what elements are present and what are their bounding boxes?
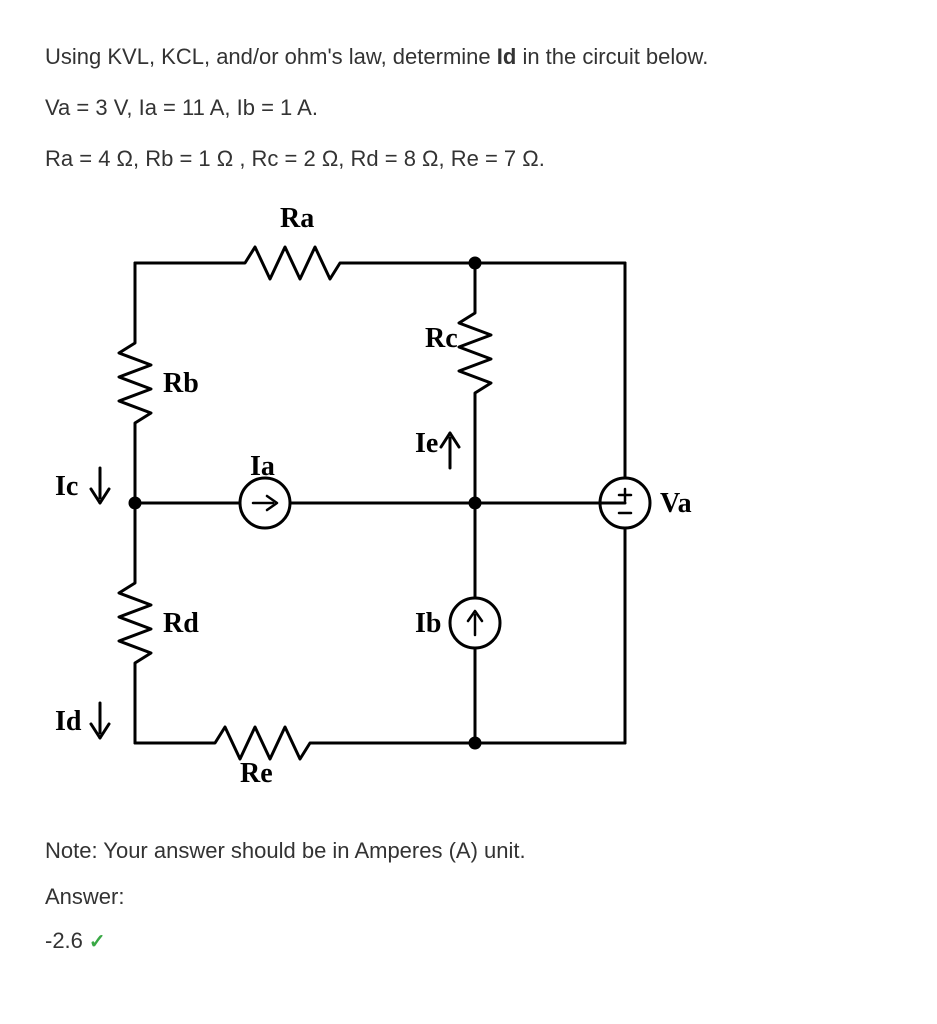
label-rb: Rb	[163, 368, 199, 400]
arrow-ic	[91, 468, 109, 503]
question-line-3: Ra = 4 Ω, Rb = 1 Ω , Rc = 2 Ω, Rd = 8 Ω,…	[45, 142, 897, 175]
label-ic: Ic	[55, 471, 78, 503]
checkmark-icon: ✓	[89, 929, 106, 954]
arrow-id	[91, 703, 109, 738]
label-ib: Ib	[415, 608, 441, 640]
resistor-rb-path	[119, 263, 151, 503]
resistor-rc-path	[459, 263, 491, 503]
q1-prefix: Using KVL, KCL, and/or ohm's law, determ…	[45, 44, 497, 69]
wire-top	[135, 247, 625, 279]
answer-value-row: -2.6 ✓	[45, 928, 897, 954]
wire-bottom	[135, 727, 625, 759]
label-va: Va	[660, 488, 692, 520]
q1-suffix: in the circuit below.	[516, 44, 708, 69]
label-rc: Rc	[425, 323, 458, 355]
label-ra: Ra	[280, 203, 314, 235]
question-line-1: Using KVL, KCL, and/or ohm's law, determ…	[45, 40, 897, 73]
q1-bold: Id	[497, 44, 517, 69]
resistor-rd-path	[119, 503, 151, 743]
arrow-ie	[441, 433, 459, 468]
answer-label: Answer:	[45, 884, 897, 910]
circuit-diagram: Ra Rb Rc Rd Re Ia Ib Ic Id Ie Va	[45, 193, 765, 813]
answer-value-text: -2.6	[45, 928, 83, 954]
circuit-svg	[45, 193, 765, 813]
label-re: Re	[240, 758, 273, 790]
label-ia: Ia	[250, 451, 275, 483]
label-rd: Rd	[163, 608, 199, 640]
question-line-2: Va = 3 V, Ia = 11 A, Ib = 1 A.	[45, 91, 897, 124]
label-id: Id	[55, 706, 81, 738]
label-ie: Ie	[415, 428, 438, 460]
note-text: Note: Your answer should be in Amperes (…	[45, 838, 897, 864]
